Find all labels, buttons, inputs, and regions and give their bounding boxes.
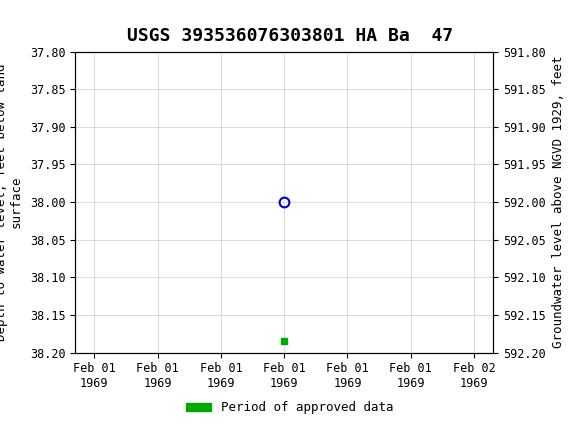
Legend: Period of approved data: Period of approved data: [181, 396, 399, 419]
Y-axis label: Groundwater level above NGVD 1929, feet: Groundwater level above NGVD 1929, feet: [552, 56, 566, 348]
Text: USGS 393536076303801 HA Ba  47: USGS 393536076303801 HA Ba 47: [127, 27, 453, 45]
Y-axis label: Depth to water level, feet below land
surface: Depth to water level, feet below land su…: [0, 63, 23, 341]
Text: ≡USGS: ≡USGS: [6, 8, 64, 27]
